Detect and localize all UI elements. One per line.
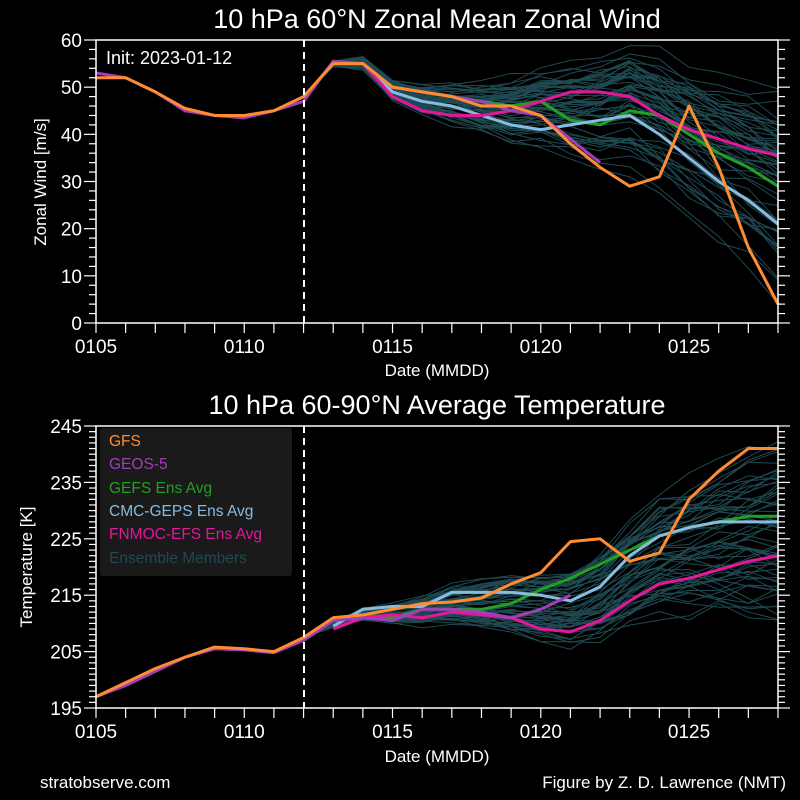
temperature-ylabel: Temperature [K] bbox=[17, 507, 36, 628]
y-tick-label: 205 bbox=[50, 643, 82, 664]
legend-fnmoc-efs: FNMOC-EFS Ens Avg bbox=[109, 526, 262, 543]
series-line-gfs bbox=[95, 447, 778, 699]
y-tick-label: 20 bbox=[61, 220, 82, 241]
x-tick-label: 0110 bbox=[224, 337, 265, 358]
temperature-xlabel: Date (MMDD) bbox=[385, 747, 490, 766]
temperature-series-lines bbox=[95, 447, 779, 699]
x-tick-label: 0110 bbox=[224, 722, 265, 743]
ensemble-member-line bbox=[303, 450, 779, 638]
wind-title: 10 hPa 60°N Zonal Mean Zonal Wind bbox=[213, 4, 661, 34]
wind-xlabel: Date (MMDD) bbox=[385, 361, 490, 380]
wind-ticks: 0 10 20 30 40 50 60 0105 0110 0115 0120 0125 bbox=[61, 31, 790, 358]
series-line-gfs bbox=[96, 62, 780, 305]
legend-gfs: GFS bbox=[109, 433, 141, 450]
y-tick-label: 245 bbox=[50, 417, 82, 438]
ensemble-member-line bbox=[303, 441, 779, 638]
x-tick-label: 0115 bbox=[372, 337, 413, 358]
legend-gefs: GEFS Ens Avg bbox=[109, 480, 212, 497]
x-tick-label: 0105 bbox=[75, 722, 117, 743]
y-tick-label: 30 bbox=[61, 173, 82, 194]
ensemble-member-line bbox=[303, 557, 779, 638]
legend: GFS GEOS-5 GEFS Ens Avg CMC-GEPS Ens Avg… bbox=[100, 428, 292, 576]
ensemble-member-line bbox=[303, 547, 779, 638]
ensemble-member-line bbox=[303, 66, 779, 281]
ensemble-member-line bbox=[303, 59, 779, 145]
legend-box bbox=[100, 428, 292, 576]
y-tick-label: 40 bbox=[61, 125, 82, 146]
y-tick-label: 215 bbox=[50, 586, 82, 607]
wind-ensemble-members bbox=[303, 45, 779, 305]
x-tick-label: 0115 bbox=[372, 722, 413, 743]
y-tick-label: 50 bbox=[61, 78, 82, 99]
y-tick-label: 0 bbox=[71, 314, 82, 335]
y-tick-label: 225 bbox=[50, 530, 82, 551]
legend-ensemble-members: Ensemble Members bbox=[109, 550, 247, 567]
x-tick-label: 0125 bbox=[668, 337, 710, 358]
y-tick-label: 195 bbox=[50, 699, 82, 720]
temperature-ticks: 195 205 215 225 235 245 0105 0110 0115 0120 0125 bbox=[50, 417, 790, 743]
series-line-fnmoc-efs-ens-avg bbox=[361, 62, 779, 158]
wind-panel: 10 hPa 60°N Zonal Mean Zonal Wind 0 10 20 3… bbox=[31, 4, 790, 380]
temperature-panel: 10 hPa 60-90°N Average Temperature 195 20… bbox=[17, 390, 790, 766]
legend-cmc-geps: CMC-GEPS Ens Avg bbox=[109, 503, 253, 520]
temperature-title: 10 hPa 60-90°N Average Temperature bbox=[208, 390, 665, 420]
x-tick-label: 0120 bbox=[520, 722, 562, 743]
series-line-cmc-geps-ens-avg bbox=[361, 62, 779, 226]
init-annotation: Init: 2023-01-12 bbox=[106, 48, 232, 68]
ensemble-member-line bbox=[303, 58, 779, 132]
footer-site: stratobserve.com bbox=[40, 773, 170, 792]
x-tick-label: 0105 bbox=[75, 337, 117, 358]
y-tick-label: 60 bbox=[61, 31, 82, 52]
x-tick-label: 0125 bbox=[668, 722, 710, 743]
ensemble-member-line bbox=[303, 66, 779, 254]
wind-ylabel: Zonal Wind [m/s] bbox=[31, 118, 50, 246]
footer-credit: Figure by Z. D. Lawrence (NMT) bbox=[542, 773, 786, 792]
y-tick-label: 10 bbox=[61, 267, 82, 288]
legend-geos5: GEOS-5 bbox=[109, 456, 168, 473]
x-tick-label: 0120 bbox=[520, 337, 562, 358]
y-tick-label: 235 bbox=[50, 473, 82, 494]
wind-series-lines bbox=[95, 59, 780, 305]
ensemble-member-line bbox=[303, 57, 779, 137]
